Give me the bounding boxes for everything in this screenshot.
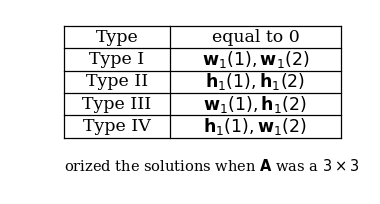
Text: Type: Type bbox=[96, 29, 138, 46]
Text: $\mathbf{h}_1(1), \mathbf{h}_1(2)$: $\mathbf{h}_1(1), \mathbf{h}_1(2)$ bbox=[205, 71, 306, 92]
Text: $\mathbf{h}_1(1), \mathbf{w}_1(2)$: $\mathbf{h}_1(1), \mathbf{w}_1(2)$ bbox=[203, 116, 307, 137]
Text: $\mathbf{w}_1(1), \mathbf{w}_1(2)$: $\mathbf{w}_1(1), \mathbf{w}_1(2)$ bbox=[202, 49, 309, 70]
Text: Type II: Type II bbox=[86, 73, 148, 90]
Text: Type III: Type III bbox=[82, 96, 152, 113]
Text: Type I: Type I bbox=[89, 51, 145, 68]
Text: $\mathbf{w}_1(1), \mathbf{h}_1(2)$: $\mathbf{w}_1(1), \mathbf{h}_1(2)$ bbox=[203, 94, 307, 115]
Text: orized the solutions when $\mathbf{A}$ was a $3 \times 3$: orized the solutions when $\mathbf{A}$ w… bbox=[64, 158, 359, 174]
Text: equal to 0: equal to 0 bbox=[212, 29, 299, 46]
Text: Type IV: Type IV bbox=[83, 118, 151, 135]
